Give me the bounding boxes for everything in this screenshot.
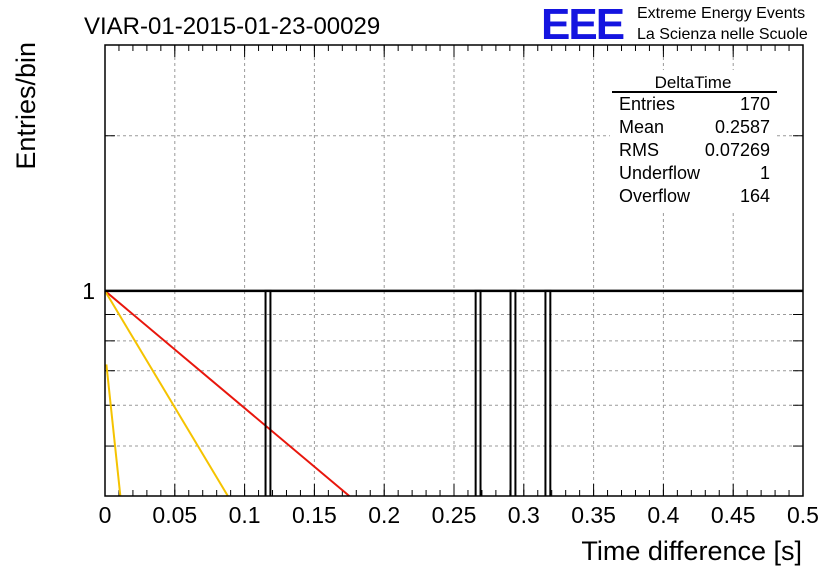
x-tick-label: 0.5 <box>787 502 819 528</box>
stats-value: 1 <box>760 163 770 183</box>
stats-value: 0.2587 <box>715 117 770 137</box>
stats-label: Underflow <box>619 163 701 183</box>
x-tick-label: 0.25 <box>432 502 477 528</box>
stats-label: Overflow <box>619 186 691 206</box>
fit-line-red <box>104 290 350 497</box>
x-tick-labels: 0 0.05 0.1 0.15 0.2 0.25 0.3 0.35 0.4 0.45 0.5 <box>99 502 819 528</box>
stats-box: DeltaTime Entries 170 Mean 0.2587 RMS 0.07269… <box>610 70 777 210</box>
histogram-bin <box>544 289 552 496</box>
stats-value: 0.07269 <box>705 140 770 160</box>
fit-line-yellow <box>105 364 122 497</box>
eee-logo: EEE Extreme Energy Events La Scienza nel… <box>541 0 808 49</box>
y-tick-labels: 1 <box>82 278 95 304</box>
logo-mark: EEE <box>541 0 624 49</box>
histogram-bin <box>474 289 482 496</box>
x-tick-label: 0.45 <box>711 502 756 528</box>
x-tick-label: 0.1 <box>229 502 261 528</box>
plot-frame <box>104 44 804 497</box>
fit-line-yellow <box>104 290 229 497</box>
stats-box-bg <box>610 70 777 210</box>
stats-value: 170 <box>740 94 770 114</box>
x-tick-label: 0.4 <box>647 502 679 528</box>
histogram-bin <box>509 289 517 496</box>
y-tick-label: 1 <box>82 278 95 304</box>
run-title: VIAR-01-2015-01-23-00029 <box>84 13 380 40</box>
fit-lines <box>104 290 350 497</box>
y-axis-title: Entries/bin <box>11 42 41 170</box>
stats-label: Mean <box>619 117 664 137</box>
stats-value: 164 <box>740 186 770 206</box>
x-axis-title: Time difference [s] <box>581 536 802 566</box>
histogram-bin <box>264 289 272 496</box>
x-tick-label: 0 <box>99 502 112 528</box>
x-tick-label: 0.3 <box>508 502 540 528</box>
x-tick-label: 0.05 <box>152 502 197 528</box>
stats-label: Entries <box>619 94 675 114</box>
x-tick-label: 0.15 <box>292 502 337 528</box>
logo-caption-line2: La Scienza nelle Scuole <box>637 26 808 43</box>
x-tick-label: 0.35 <box>571 502 616 528</box>
stats-label: RMS <box>619 140 659 160</box>
stats-title: DeltaTime <box>655 73 732 92</box>
x-tick-label: 0.2 <box>368 502 400 528</box>
histogram-series <box>105 289 803 496</box>
logo-caption-line1: Extreme Energy Events <box>637 5 805 22</box>
